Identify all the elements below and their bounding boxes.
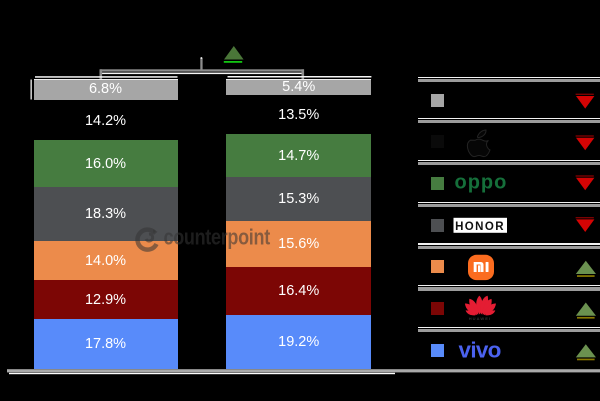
svg-text:HONOR: HONOR — [455, 221, 505, 233]
svg-text:vivo: vivo — [459, 338, 501, 363]
svg-text:HUAWEI: HUAWEI — [469, 316, 492, 321]
svg-text:oppo: oppo — [455, 172, 508, 194]
